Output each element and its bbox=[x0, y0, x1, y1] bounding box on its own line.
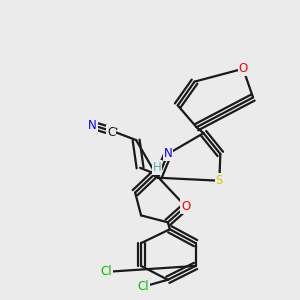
Text: Cl: Cl bbox=[100, 266, 112, 278]
Text: N: N bbox=[164, 148, 172, 160]
Text: O: O bbox=[181, 200, 190, 213]
Text: C: C bbox=[107, 126, 116, 139]
Text: H: H bbox=[153, 161, 161, 174]
Text: S: S bbox=[216, 174, 223, 187]
Text: O: O bbox=[238, 62, 248, 75]
Text: N: N bbox=[88, 119, 97, 132]
Text: Cl: Cl bbox=[137, 280, 149, 293]
